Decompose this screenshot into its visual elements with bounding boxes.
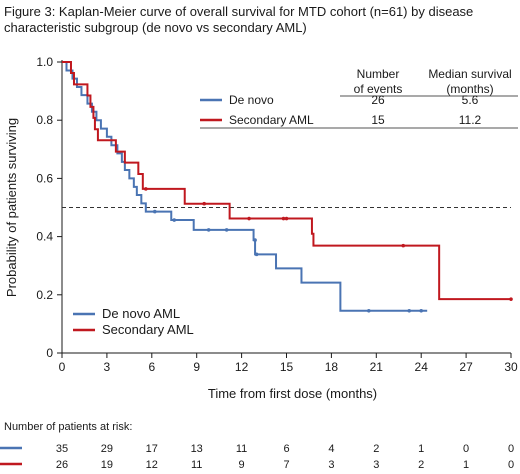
risk-count: 11: [236, 443, 247, 455]
censor-mark-de-novo: [206, 228, 211, 232]
x-tick-label: 6: [148, 360, 155, 374]
stats-header-events: of events: [354, 82, 403, 96]
stats-header-median: Median survival: [428, 67, 511, 81]
y-tick-label: 0.2: [36, 288, 53, 302]
censor-mark-de-novo: [407, 309, 412, 313]
censor-marks: [144, 187, 513, 313]
stats-row-median: 5.6: [462, 93, 479, 107]
stats-row-label: De novo: [229, 93, 274, 107]
risk-count: 2: [373, 443, 379, 455]
risk-table-title: Number of patients at risk:: [4, 421, 132, 433]
stats-header-median: (months): [446, 82, 493, 96]
y-tick-label: 0.6: [36, 171, 53, 185]
x-tick-label: 0: [59, 360, 66, 374]
censor-mark-de-novo: [152, 209, 157, 214]
censor-mark-secondary: [401, 243, 406, 248]
risk-count: 0: [508, 459, 514, 471]
risk-count: 1: [463, 459, 469, 471]
stats-row-events: 15: [371, 113, 385, 127]
risk-count: 17: [146, 443, 158, 455]
risk-count: 3: [373, 459, 379, 471]
y-axis-label: Probability of patients surviving: [4, 118, 19, 297]
risk-count: 26: [56, 459, 68, 471]
y-tick-label: 0.8: [36, 113, 53, 127]
x-tick-label: 24: [415, 360, 429, 374]
censor-mark-de-novo: [367, 309, 371, 313]
censor-mark-secondary: [284, 216, 289, 221]
risk-table: Number of patients at risk:35 29 17 13 11 6 4 2…: [0, 421, 514, 471]
censor-mark-de-novo: [172, 218, 177, 222]
censor-mark-secondary: [247, 216, 251, 221]
survival-curve-secondary: [62, 61, 511, 301]
risk-count: 9: [239, 459, 245, 471]
x-tick-label: 15: [280, 360, 294, 374]
censor-mark-de-novo: [253, 238, 257, 242]
risk-count: 6: [283, 443, 289, 455]
stats-row-label: Secondary AML: [229, 113, 314, 127]
stats-row-median: 11.2: [459, 113, 482, 127]
risk-count: 35: [56, 443, 68, 455]
stats-row-events: 26: [371, 93, 385, 107]
stats-header-events: Number: [357, 67, 400, 81]
censor-mark-secondary: [202, 201, 206, 206]
y-tick-label: 0.4: [36, 230, 53, 244]
risk-count: 7: [283, 459, 289, 471]
risk-count: 2: [418, 459, 424, 471]
y-tick-label: 0: [46, 346, 53, 360]
risk-count: 0: [463, 443, 469, 455]
survival-curves: [62, 61, 511, 312]
censor-mark-secondary: [144, 187, 148, 191]
risk-count: 3: [328, 459, 334, 471]
y-tick-label: 1.0: [36, 55, 53, 69]
x-tick-label: 9: [193, 360, 200, 374]
risk-count: 0: [508, 443, 514, 455]
censor-mark-secondary: [281, 216, 286, 221]
x-tick-label: 30: [504, 360, 518, 374]
legend-label: De novo AML: [102, 306, 180, 321]
risk-count: 11: [191, 459, 202, 471]
x-tick-label: 3: [104, 360, 111, 374]
figure-title: Figure 3: Kaplan-Meier curve of overall …: [4, 4, 474, 35]
risk-count: 4: [328, 443, 334, 455]
x-tick-label: 18: [325, 360, 339, 374]
risk-count: 12: [146, 459, 158, 471]
risk-count: 29: [101, 443, 113, 455]
risk-count: 13: [191, 443, 203, 455]
x-tick-label: 21: [370, 360, 384, 374]
censor-mark-de-novo: [254, 252, 259, 257]
risk-count: 19: [101, 459, 113, 471]
x-tick-label: 27: [459, 360, 473, 374]
censor-mark-secondary: [509, 297, 513, 301]
x-axis-label: Time from first dose (months): [208, 386, 377, 401]
censor-mark-de-novo: [224, 228, 229, 232]
legend-label: Secondary AML: [102, 322, 194, 337]
risk-count: 1: [418, 443, 424, 455]
censor-mark-de-novo: [419, 309, 424, 313]
x-tick-label: 12: [235, 360, 249, 374]
axes: 0 3 6 9 12 15 18 21 24 27 30 0 0.2 0.4 0.6 0.8 1.0 Time f…: [4, 55, 518, 401]
